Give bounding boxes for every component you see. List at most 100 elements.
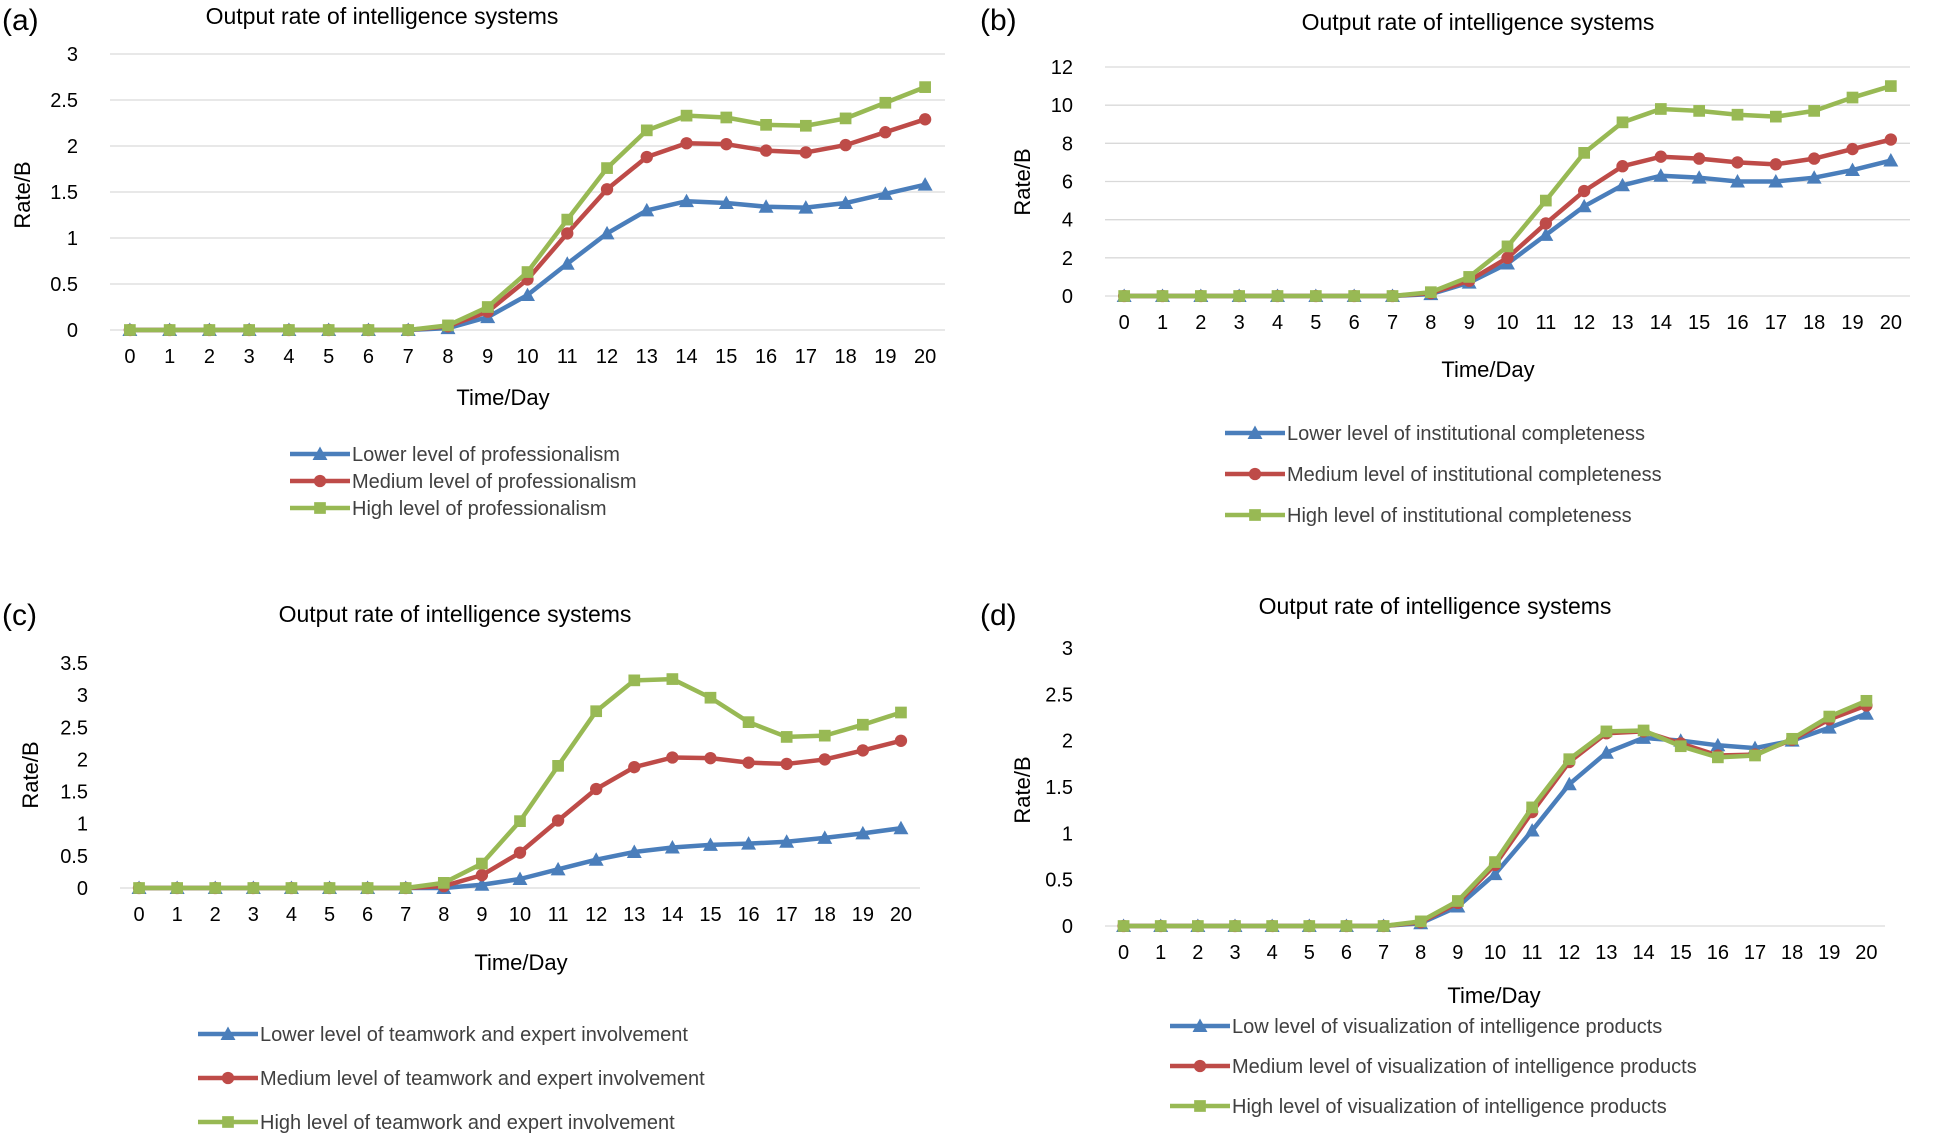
data-point-d-3 <box>1637 724 1650 737</box>
data-point-a-3 <box>760 118 772 131</box>
legend-label: Medium level of institutional completene… <box>1287 464 1662 486</box>
data-point-b-3 <box>1424 286 1437 299</box>
data-point-d-3 <box>1489 856 1501 868</box>
data-point-d-1 <box>1561 776 1577 791</box>
x-tick-label: 12 <box>585 904 607 926</box>
data-point-b-2 <box>1577 184 1591 198</box>
data-point-a-3 <box>402 324 415 336</box>
legend-label: Medium level of professionalism <box>352 471 637 493</box>
x-tick-label: 9 <box>1452 942 1463 964</box>
x-tick-label: 1 <box>164 346 175 368</box>
x-tick-label: 4 <box>286 904 297 926</box>
legend-item-b-1: Lower level of institutional completenes… <box>1225 423 1645 445</box>
series-markers-b-3 <box>1118 80 1897 302</box>
y-tick-label: 2.5 <box>60 717 88 739</box>
plot-area-a: 00.511.522.530 1 2 3 4 5 6 7 8 9 10 11 12 13 14 15 16 17 1… <box>50 44 945 368</box>
data-point-c-3 <box>209 882 222 894</box>
y-tick-label: 1 <box>77 814 88 836</box>
data-point-b-2 <box>1884 133 1898 146</box>
data-point-c-3 <box>666 673 679 685</box>
x-tick-label: 15 <box>699 904 721 926</box>
data-point-b-2 <box>1654 150 1668 163</box>
data-point-c-1 <box>855 825 871 840</box>
y-tick-label: 0 <box>77 878 88 900</box>
x-tick-label: 16 <box>1707 942 1729 964</box>
x-tick-label: 17 <box>1765 312 1787 334</box>
legend-item-c-3: High level of teamwork and expert involv… <box>198 1112 675 1134</box>
x-tick-label: 5 <box>324 904 335 926</box>
data-point-c-1 <box>703 837 718 851</box>
x-tick-label: 7 <box>403 346 414 368</box>
data-point-b-1 <box>1768 174 1784 188</box>
legend-label: High level of teamwork and expert involv… <box>260 1112 675 1134</box>
data-point-a-3 <box>362 324 375 336</box>
chart-title-c: Output rate of intelligence systems <box>279 601 632 627</box>
data-point-b-2 <box>1731 156 1744 169</box>
chart-panel-c: (c) Output rate of intelligence systems … <box>2 599 920 1134</box>
data-point-b-2 <box>1501 251 1514 265</box>
legend-item-d-2: Medium level of visualization of intelli… <box>1170 1056 1697 1078</box>
data-point-c-3 <box>818 729 831 742</box>
chart-panel-a: (a) Output rate of intelligence systems … <box>2 3 945 520</box>
legend-marker <box>221 1071 235 1085</box>
data-point-a-1 <box>718 195 734 210</box>
x-tick-label: 14 <box>1650 312 1672 334</box>
data-point-b-2 <box>1539 217 1553 230</box>
x-tick-label: 1 <box>1157 312 1168 334</box>
data-point-a-3 <box>203 324 216 336</box>
data-point-d-1 <box>1858 706 1874 720</box>
chart-panel-d: (d) Output rate of intelligence systems … <box>980 593 1885 1118</box>
data-point-c-2 <box>742 756 755 769</box>
x-tick-label: 13 <box>636 346 658 368</box>
data-point-c-3 <box>285 882 298 894</box>
x-tick-label: 11 <box>1522 942 1543 964</box>
data-point-a-2 <box>839 138 852 152</box>
data-point-d-1 <box>1598 745 1614 759</box>
data-point-a-2 <box>799 146 813 159</box>
x-tick-label: 13 <box>1595 942 1617 964</box>
x-tick-label: 18 <box>834 346 856 368</box>
data-point-c-3 <box>399 882 412 894</box>
x-tick-label: 2 <box>1192 942 1203 964</box>
x-tick-label: 2 <box>1195 312 1206 334</box>
chart-panel-b: (b) Output rate of intelligence systems … <box>980 4 1910 527</box>
x-tick-label: 2 <box>210 904 221 926</box>
data-point-b-3 <box>1693 105 1706 117</box>
data-point-a-3 <box>481 301 494 313</box>
x-tick-label: 4 <box>1272 312 1283 334</box>
x-tick-label: 10 <box>1484 942 1506 964</box>
x-tick-label: 7 <box>1378 942 1389 964</box>
data-point-a-3 <box>919 81 931 93</box>
legend-marker <box>1247 425 1263 439</box>
legend-b: Lower level of institutional completenes… <box>1225 423 1662 527</box>
data-point-d-3 <box>1823 710 1836 723</box>
data-point-c-3 <box>590 705 603 718</box>
legend-item-a-3: High level of professionalism <box>290 498 607 520</box>
data-point-b-3 <box>1578 147 1591 159</box>
x-tick-label: 19 <box>874 346 896 368</box>
x-axis-label-d: Time/Day <box>1447 983 1540 1008</box>
data-point-c-2 <box>551 814 565 827</box>
x-tick-label: 8 <box>1425 312 1436 334</box>
data-point-c-3 <box>780 731 793 743</box>
x-tick-label: 9 <box>476 904 487 926</box>
data-point-c-2 <box>704 751 717 765</box>
legend-label: Medium level of visualization of intelli… <box>1232 1056 1697 1078</box>
legend-item-d-3: High level of visualization of intellige… <box>1170 1096 1667 1118</box>
data-point-d-3 <box>1192 920 1204 932</box>
y-tick-label: 2 <box>1062 731 1073 753</box>
data-point-d-1 <box>1524 823 1540 837</box>
data-point-d-3 <box>1266 920 1278 932</box>
y-tick-label: 1.5 <box>1045 777 1073 799</box>
data-point-c-1 <box>664 840 680 854</box>
x-tick-label: 3 <box>244 346 255 368</box>
x-tick-label: 9 <box>1464 312 1475 334</box>
data-point-b-3 <box>1616 116 1629 129</box>
x-tick-label: 14 <box>675 346 697 368</box>
series-markers-a-1 <box>122 177 933 336</box>
data-point-c-2 <box>856 744 870 757</box>
x-tick-label: 20 <box>914 346 936 368</box>
data-point-c-2 <box>818 753 831 766</box>
legend-marker <box>222 1116 234 1128</box>
x-tick-label: 19 <box>852 904 874 926</box>
